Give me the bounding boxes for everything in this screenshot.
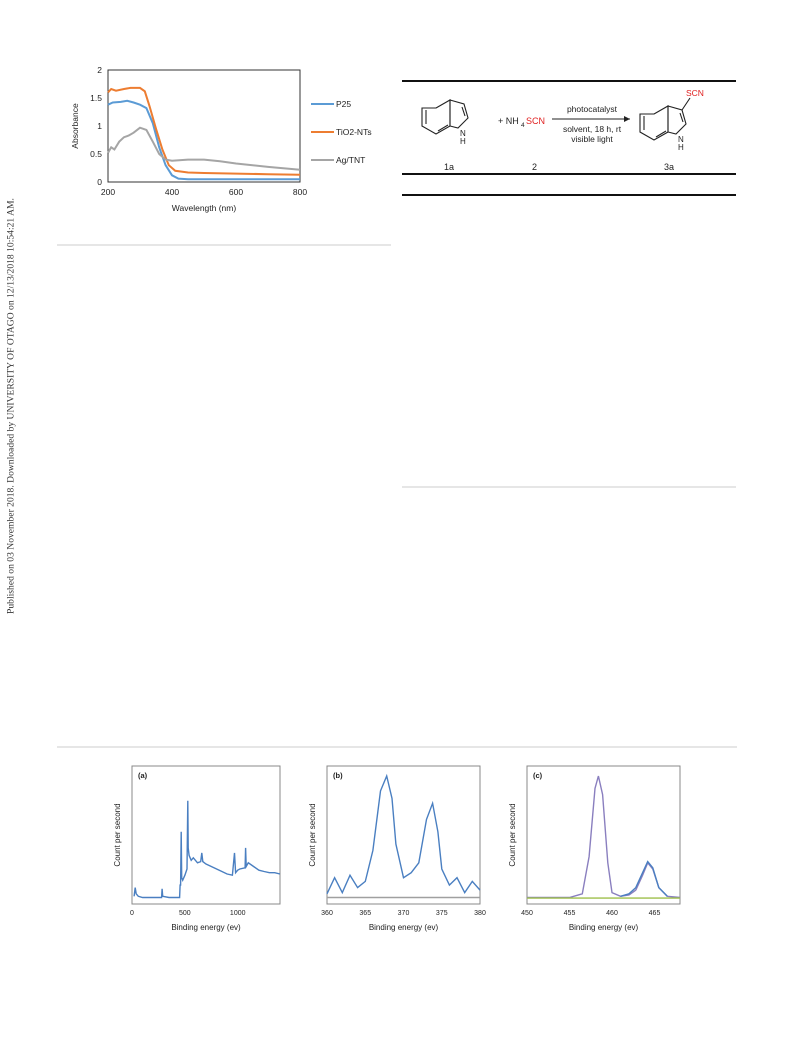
xps-y-axis-label: Count per second xyxy=(508,803,517,866)
xps-x-tick-label: 450 xyxy=(521,910,533,917)
xps-x-tick-label: 0 xyxy=(130,910,134,917)
xps-panel-title: (b) xyxy=(333,771,343,780)
uv-legend-label: P25 xyxy=(336,99,351,109)
uv-series-line xyxy=(107,86,301,176)
reagent-scn: SCN xyxy=(526,116,545,126)
uv-x-tick-label: 400 xyxy=(165,187,179,197)
xps-x-tick-label: 365 xyxy=(359,910,371,917)
xps-y-axis-label: Count per second xyxy=(113,803,122,866)
left-divider xyxy=(57,244,391,246)
product-scn: SCN xyxy=(686,88,704,98)
xps-x-tick-label: 500 xyxy=(179,910,191,917)
xps-panel-b: (b) 360 365 370 375 380 Binding energy (ev) Cou… xyxy=(308,765,486,932)
xps-series-line xyxy=(620,860,668,897)
xps-series-line xyxy=(527,775,681,899)
arrow-bottom-text-1: solvent, 18 h, rt xyxy=(563,124,622,134)
uv-x-tick-label: 200 xyxy=(101,187,115,197)
publication-stamp-text: Published on 03 November 2018. Downloade… xyxy=(5,198,17,614)
uv-plot-frame xyxy=(107,69,301,183)
uv-series-line xyxy=(107,126,301,171)
xps-x-tick-label: 360 xyxy=(321,910,333,917)
reagent-subscript: 4 xyxy=(521,122,525,129)
uv-y-tick-label: 0.5 xyxy=(90,149,102,159)
arrow-head xyxy=(624,116,630,122)
xps-x-tick-label: 380 xyxy=(474,910,486,917)
arrow-bottom-text-2: visible light xyxy=(571,134,613,144)
xps-x-tick-label: 465 xyxy=(649,910,661,917)
nh-label-3a: N xyxy=(678,135,684,144)
uv-legend-label: Ag/TNT xyxy=(336,155,365,165)
bottom-divider xyxy=(57,746,737,748)
xps-x-tick-label: 460 xyxy=(606,910,618,917)
uv-y-tick-label: 1.5 xyxy=(90,93,102,103)
xps-series-line xyxy=(326,773,481,895)
uv-y-axis-label: Absorbance xyxy=(70,103,80,149)
xps-x-tick-label: 455 xyxy=(564,910,576,917)
uv-x-tick-label: 800 xyxy=(293,187,307,197)
reagent-prefix: + NH xyxy=(498,116,519,126)
uv-y-tick-label: 1 xyxy=(97,121,102,131)
label-2: 2 xyxy=(532,162,537,172)
xps-plot-frame xyxy=(326,765,481,905)
xps-series-line xyxy=(133,800,281,899)
indole-structure xyxy=(421,99,469,135)
xps-panel-title: (c) xyxy=(533,771,543,780)
uv-y-tick-label: 0 xyxy=(97,177,102,187)
xps-y-axis-label: Count per second xyxy=(308,803,317,866)
xps-x-axis-label: Binding energy (ev) xyxy=(569,923,639,932)
xps-x-axis-label: Binding energy (ev) xyxy=(171,923,241,932)
publication-stamp: Published on 03 November 2018. Downloade… xyxy=(3,176,19,636)
label-1a: 1a xyxy=(444,162,454,172)
uv-x-axis-label: Wavelength (nm) xyxy=(172,203,237,213)
right-divider xyxy=(402,486,736,488)
h-label-3a: H xyxy=(678,143,684,152)
scheme-top-rule xyxy=(402,80,736,82)
uv-series-line xyxy=(107,99,300,181)
scheme-mid-rule xyxy=(402,173,736,175)
xps-x-axis-label: Binding energy (ev) xyxy=(369,923,439,932)
reaction-scheme: N H 1a + NH 4 SCN 2 photocatalyst solven… xyxy=(421,88,704,172)
xps-panel-c: (c) 450 455 460 465 Binding energy (ev) Count … xyxy=(508,765,681,932)
xps-x-tick-label: 1000 xyxy=(230,910,246,917)
xps-plot-frame xyxy=(131,765,281,905)
uv-x-tick-label: 600 xyxy=(229,187,243,197)
xps-panel-a: (a) 0 500 1000 Binding energy (ev) Count per … xyxy=(113,765,281,932)
arrow-top-text: photocatalyst xyxy=(567,104,618,114)
xps-plot-frame xyxy=(526,765,681,905)
xps-x-tick-label: 370 xyxy=(398,910,410,917)
scheme-bottom-rule xyxy=(402,194,736,196)
uv-vis-chart: 0 0.5 1 1.5 2 200 400 600 800 Wavelength (nm) Abso… xyxy=(70,65,372,213)
thiocyanato-indole-structure xyxy=(639,97,691,141)
h-label-1a: H xyxy=(460,137,466,146)
uv-legend-label: TiO2-NTs xyxy=(336,127,372,137)
xps-panel-title: (a) xyxy=(138,771,148,780)
label-3a: 3a xyxy=(664,162,674,172)
uv-y-tick-label: 2 xyxy=(97,65,102,75)
nh-label-1a: N xyxy=(460,129,466,138)
xps-x-tick-label: 375 xyxy=(436,910,448,917)
